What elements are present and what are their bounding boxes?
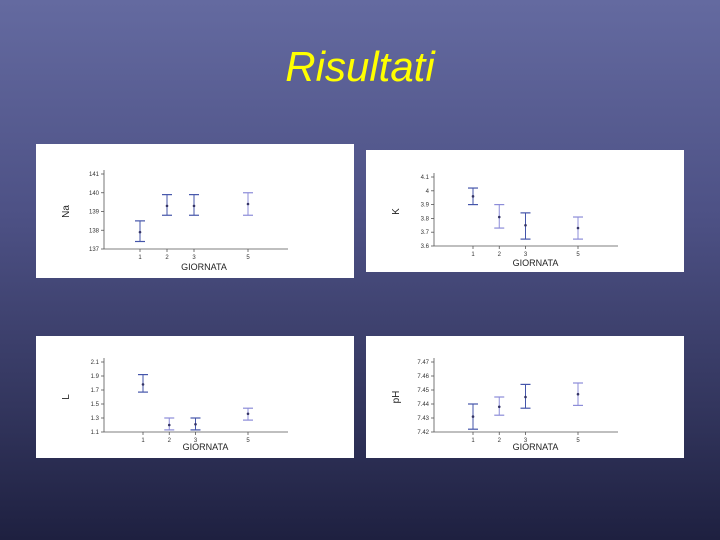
- y-axis-label: pH: [391, 391, 402, 404]
- y-tick-label: 1.7: [91, 388, 100, 394]
- x-tick-label: 1: [138, 255, 142, 261]
- mean-point: [471, 195, 475, 198]
- y-tick-label: 4: [426, 189, 430, 195]
- x-tick-label: 2: [165, 255, 169, 261]
- y-tick-label: 3.7: [421, 230, 430, 236]
- mean-point: [524, 224, 527, 227]
- chart-panel-ph: 7.42 7.43 7.44 7.45 7.46 7.47 1 2 3 5 GIORNATA pH: [366, 336, 684, 458]
- y-tick-label: 4.1: [421, 175, 430, 181]
- y-tick-label: 7.42: [417, 430, 429, 436]
- x-tick-label: 5: [576, 438, 580, 444]
- chart-ph: 7.42 7.43 7.44 7.45 7.46 7.47 1 2 3 5 GIORNATA pH: [391, 358, 618, 452]
- y-tick-label: 3.6: [421, 244, 430, 250]
- y-tick-label: 1.5: [91, 402, 100, 408]
- y-tick-label: 7.46: [417, 374, 429, 380]
- x-axis-label: GIORNATA: [513, 442, 559, 452]
- y-tick-label: 1.3: [91, 416, 100, 422]
- x-axis-label: GIORNATA: [513, 258, 559, 268]
- mean-point: [167, 423, 171, 427]
- x-axis-label: GIORNATA: [181, 262, 227, 272]
- error-bar: [162, 194, 172, 216]
- error-bar: [573, 382, 583, 407]
- y-axis-label: K: [391, 208, 402, 215]
- mean-point: [192, 204, 196, 208]
- x-axis-label: GIORNATA: [183, 442, 229, 452]
- error-bar: [520, 383, 531, 409]
- y-tick-label: 7.47: [417, 360, 429, 366]
- x-tick-label: 5: [246, 255, 250, 261]
- x-tick-label: 3: [524, 438, 528, 444]
- mean-point: [497, 405, 501, 409]
- chart-panel-k: 3.6 3.7 3.8 3.9 4 4.1 1 2 3 5 GIORNATA K: [366, 150, 684, 272]
- mean-point: [165, 204, 169, 208]
- y-tick-label: 7.45: [417, 388, 429, 394]
- chart-k: 3.6 3.7 3.8 3.9 4 4.1 1 2 3 5 GIORNATA K: [391, 173, 618, 268]
- x-tick-label: 3: [524, 252, 528, 258]
- y-tick-label: 138: [89, 228, 100, 234]
- y-axis-label: Na: [61, 205, 72, 218]
- y-axis-label: L: [61, 394, 72, 400]
- x-tick-label: 3: [192, 255, 196, 261]
- slide-title: Risultati: [285, 43, 435, 90]
- y-tick-label: 1.9: [91, 374, 100, 380]
- x-tick-label: 1: [141, 438, 145, 444]
- mean-point: [194, 423, 197, 426]
- mean-point: [138, 230, 142, 234]
- mean-point: [576, 226, 580, 230]
- error-bar: [520, 212, 531, 240]
- x-tick-label: 2: [168, 438, 172, 444]
- x-tick-label: 2: [498, 252, 502, 258]
- chart-panel-na: 137 138 139 140 141 1 2 3 5 GIORNATA Na: [36, 144, 354, 278]
- error-bar: [573, 216, 583, 240]
- y-tick-label: 3.8: [421, 216, 430, 222]
- error-bar: [135, 220, 145, 243]
- mean-point: [141, 383, 145, 386]
- mean-point: [471, 415, 475, 418]
- x-tick-label: 1: [471, 438, 475, 444]
- x-tick-label: 5: [576, 252, 580, 258]
- y-tick-label: 7.43: [417, 416, 429, 422]
- error-bar: [468, 403, 478, 430]
- chart-na: 137 138 139 140 141 1 2 3 5 GIORNATA Na: [61, 170, 288, 272]
- x-tick-label: 5: [246, 438, 250, 444]
- mean-point: [576, 392, 580, 396]
- y-tick-label: 7.44: [417, 402, 429, 408]
- y-tick-label: 140: [89, 191, 100, 197]
- y-tick-label: 2.1: [91, 360, 100, 366]
- y-tick-label: 139: [89, 210, 100, 216]
- y-tick-label: 3.9: [421, 203, 430, 209]
- error-bar: [138, 373, 148, 393]
- chart-l: 1.1 1.3 1.5 1.7 1.9 2.1 1 2 3 5 GIORNATA L: [61, 358, 288, 452]
- x-tick-label: 2: [498, 438, 502, 444]
- y-tick-label: 137: [89, 247, 100, 253]
- error-bar: [494, 396, 505, 416]
- mean-point: [524, 395, 527, 399]
- mean-point: [246, 412, 250, 416]
- error-bar: [164, 417, 175, 431]
- mean-point: [246, 202, 250, 206]
- error-bar: [243, 407, 253, 421]
- y-tick-label: 1.1: [91, 430, 100, 436]
- y-tick-label: 141: [89, 172, 100, 178]
- x-tick-label: 1: [471, 252, 475, 258]
- error-bar: [190, 417, 201, 431]
- error-bar: [494, 203, 505, 229]
- error-bar: [189, 194, 199, 216]
- error-bar: [243, 192, 253, 216]
- mean-point: [497, 215, 501, 219]
- chart-panel-l: 1.1 1.3 1.5 1.7 1.9 2.1 1 2 3 5 GIORNATA L: [36, 336, 354, 458]
- error-bar: [468, 187, 478, 206]
- x-tick-label: 3: [194, 438, 198, 444]
